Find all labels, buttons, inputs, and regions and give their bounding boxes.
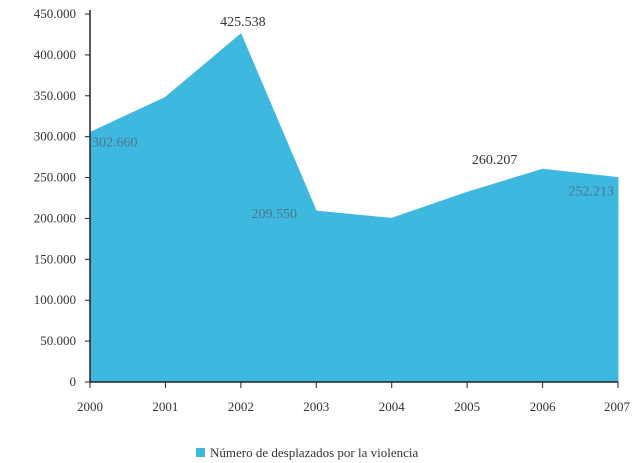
y-tick-label: 400.000 — [34, 47, 76, 62]
x-tick-label: 2001 — [152, 399, 178, 414]
y-tick-label: 0 — [70, 374, 77, 389]
series-area — [89, 33, 619, 383]
y-tick-label: 300.000 — [34, 129, 76, 144]
x-tick-label: 2002 — [228, 399, 254, 414]
y-tick-label: 350.000 — [34, 88, 76, 103]
legend-swatch — [196, 448, 205, 457]
data-label: 252.213 — [569, 185, 615, 200]
x-tick-label: 2003 — [303, 399, 329, 414]
y-tick-label: 450.000 — [34, 6, 76, 21]
x-tick-label: 2005 — [454, 399, 480, 414]
data-labels: 302.660 425.538 209.550 260.207 252.213 — [92, 15, 614, 222]
y-tick-label: 100.000 — [34, 292, 76, 307]
y-tick-label: 150.000 — [34, 251, 76, 266]
data-label: 425.538 — [220, 15, 266, 30]
x-tick-label: 2007 — [604, 399, 631, 414]
y-tick-label: 250.000 — [34, 170, 76, 185]
y-axis-ticks: 0 50.000 100.000 150.000 200.000 250.000 300.0… — [34, 6, 90, 389]
y-tick-label: 50.000 — [40, 333, 76, 348]
legend-label: Número de desplazados por la violencia — [210, 445, 419, 460]
x-tick-label: 2004 — [379, 399, 406, 414]
data-label: 260.207 — [472, 153, 518, 168]
data-label: 209.550 — [252, 207, 298, 222]
legend: Número de desplazados por la violencia — [196, 445, 419, 460]
data-label: 302.660 — [92, 136, 138, 151]
x-tick-label: 2000 — [77, 399, 103, 414]
y-tick-label: 200.000 — [34, 210, 76, 225]
x-axis-ticks: 2000 2001 2002 2003 2004 2005 2006 2007 — [77, 382, 631, 414]
x-tick-label: 2006 — [530, 399, 557, 414]
